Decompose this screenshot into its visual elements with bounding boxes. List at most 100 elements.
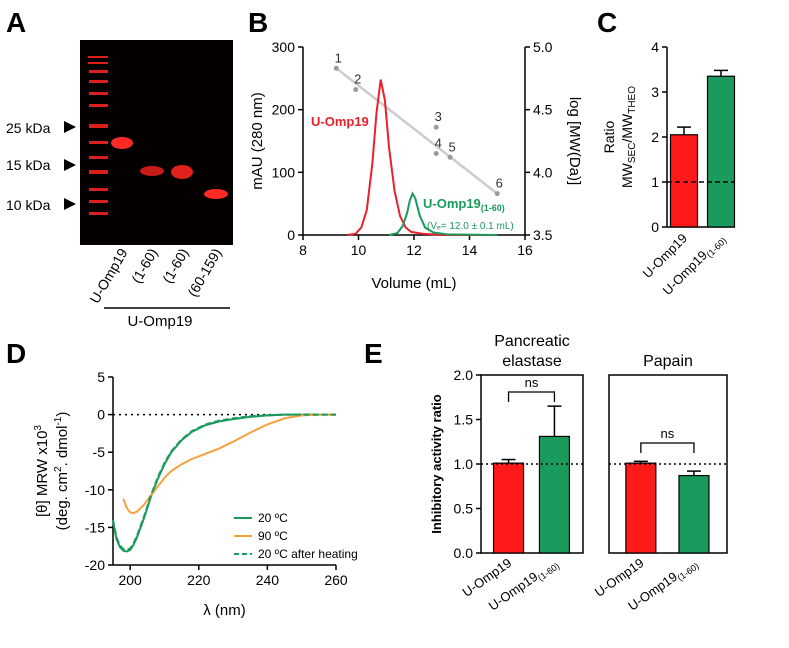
y-tick-label: 4 bbox=[651, 39, 659, 55]
x-tick-label: 220 bbox=[187, 572, 211, 588]
gel-marker-25: 25 kDa bbox=[6, 120, 76, 136]
standard-point bbox=[433, 124, 439, 130]
y-tick-label: 1.0 bbox=[454, 456, 474, 472]
y-right-tick-label: 4.0 bbox=[533, 164, 553, 180]
y-axis-label-part: (deg. cm bbox=[54, 472, 71, 530]
calibration-fit-line bbox=[335, 67, 499, 195]
gel-band-60-159 bbox=[204, 189, 228, 199]
bar bbox=[492, 462, 525, 554]
y-axis-right-label: log [MW(Da)] bbox=[566, 97, 583, 185]
standard-label: 2 bbox=[354, 72, 361, 87]
y-right-tick-label: 5.0 bbox=[533, 39, 553, 55]
y-axis-label-part: 2 bbox=[53, 466, 64, 472]
standard-point bbox=[447, 154, 453, 160]
x-tick-label: 10 bbox=[351, 242, 367, 258]
standard-label: 4 bbox=[435, 136, 442, 151]
gel-panel: 25 kDa 15 kDa 10 kDa U-Omp19 (1-60) (1-6… bbox=[6, 40, 233, 330]
y-tick-label: -15 bbox=[85, 519, 105, 535]
panel-e-letter: E bbox=[364, 338, 383, 369]
significance-bracket bbox=[640, 442, 695, 453]
y-axis-label-part: THEO bbox=[627, 86, 638, 114]
y-axis-label-part: /MW bbox=[619, 113, 635, 143]
bar-1 bbox=[669, 134, 699, 228]
y-tick-label: 0 bbox=[287, 227, 295, 243]
y-right-tick-label: 4.5 bbox=[533, 102, 553, 118]
standard-point bbox=[353, 87, 359, 93]
y-axis-label-line1: [θ] MRW x103 bbox=[33, 425, 51, 517]
y-tick-label: 0.0 bbox=[454, 545, 474, 561]
y-axis-label-part: ) bbox=[54, 412, 71, 417]
category-subscript: (1-60) bbox=[675, 561, 700, 583]
standard-point bbox=[333, 65, 339, 71]
gel-band-u-omp19 bbox=[111, 137, 133, 149]
y-axis-label-part: MW bbox=[619, 162, 635, 188]
y-tick-label: 200 bbox=[272, 102, 296, 118]
y-axis-label: mAU (280 nm) bbox=[249, 92, 266, 190]
facet-title-line2: elastase bbox=[502, 353, 562, 370]
chart-inhibitory-activity: Inhibitory activity ratio 0.0 0.5 1.0 1.5 2.0… bbox=[429, 333, 728, 615]
x-tick-label: 200 bbox=[118, 572, 142, 588]
series-line-1 bbox=[112, 413, 336, 553]
significance-label: ns bbox=[661, 426, 675, 441]
y-axis-label-part: . dmol bbox=[54, 426, 71, 467]
y-tick-label: 2 bbox=[651, 129, 659, 145]
x-tick-label: 240 bbox=[256, 572, 280, 588]
bar bbox=[625, 462, 657, 554]
facet-title-line1: Pancreatic bbox=[494, 333, 570, 350]
facet-title: Papain bbox=[643, 353, 693, 370]
y-tick-label: 2.0 bbox=[454, 367, 474, 383]
y-tick-label: 3 bbox=[651, 84, 659, 100]
standard-point bbox=[433, 151, 439, 157]
panel-b-letter: B bbox=[248, 7, 268, 38]
x-axis-label: Volume (mL) bbox=[371, 275, 456, 292]
gel-ladder bbox=[88, 56, 108, 215]
y-tick-label: -5 bbox=[93, 444, 106, 460]
series-line-1 bbox=[347, 79, 498, 236]
y-tick-label: 0.5 bbox=[454, 501, 474, 517]
legend-label: 90 ºC bbox=[258, 529, 288, 543]
bar bbox=[538, 435, 571, 554]
panel-a-letter: A bbox=[6, 7, 26, 38]
series-line-3 bbox=[112, 413, 336, 552]
significance-label: ns bbox=[525, 375, 539, 390]
series-label-u-omp19-1-60: U-Omp19(1-60) bbox=[423, 196, 505, 213]
category-subscript: (1-60) bbox=[536, 561, 561, 583]
svg-text:10 kDa: 10 kDa bbox=[6, 197, 51, 213]
y-tick-label: 1 bbox=[651, 174, 659, 190]
panel-c-letter: C bbox=[597, 7, 617, 38]
gel-lane-label-3: (1-60) bbox=[159, 246, 192, 286]
gel-group-label: U-Omp19 bbox=[127, 313, 192, 330]
chart-mw-ratio: 01234U-Omp19U-Omp19(1-60)RatioMWSEC/MWTH… bbox=[601, 39, 736, 299]
gel-marker-10: 10 kDa bbox=[6, 197, 76, 213]
y-tick-label: 300 bbox=[272, 39, 296, 55]
gel-band-1-60-b bbox=[171, 165, 193, 179]
x-tick-label: 14 bbox=[462, 242, 478, 258]
y-tick-label: 0 bbox=[651, 219, 659, 235]
standard-label: 5 bbox=[448, 139, 455, 154]
svg-text:15 kDa: 15 kDa bbox=[6, 157, 51, 173]
y-axis-label: Inhibitory activity ratio bbox=[429, 394, 444, 533]
gel-lane-label-2: (1-60) bbox=[128, 246, 161, 286]
y-axis-label-sup: 3 bbox=[33, 425, 44, 431]
x-tick-label: 16 bbox=[517, 242, 533, 258]
series-label-subscript: (1-60) bbox=[481, 203, 505, 213]
x-tick-label: 260 bbox=[324, 572, 348, 588]
y-axis-label-line2: (deg. cm2. dmol-1) bbox=[53, 412, 71, 531]
gel-marker-15: 15 kDa bbox=[6, 157, 76, 173]
standard-label: 3 bbox=[435, 109, 442, 124]
y-axis-label-part: -1 bbox=[53, 416, 64, 425]
standard-label: 6 bbox=[496, 176, 503, 191]
series-label-u-omp19: U-Omp19 bbox=[311, 114, 369, 129]
y-tick-label: 0 bbox=[97, 407, 105, 423]
y-tick-label: 5 bbox=[97, 369, 105, 385]
category-subscript: (1-60) bbox=[704, 235, 728, 259]
panel-d-letter: D bbox=[6, 338, 26, 369]
bar-2 bbox=[706, 75, 736, 228]
x-axis-label: λ (nm) bbox=[203, 602, 246, 619]
chart-cd-spectra: 200 220 240 260 5 0 -5 -10 -15 -20 20 ºC 90 ºC 20 ºC… bbox=[33, 369, 358, 619]
gel-lane-label-1: U-Omp19 bbox=[86, 245, 130, 306]
legend-label: 20 ºC bbox=[258, 511, 288, 525]
y-tick-label: -20 bbox=[85, 557, 105, 573]
y-tick-label: -10 bbox=[85, 482, 105, 498]
